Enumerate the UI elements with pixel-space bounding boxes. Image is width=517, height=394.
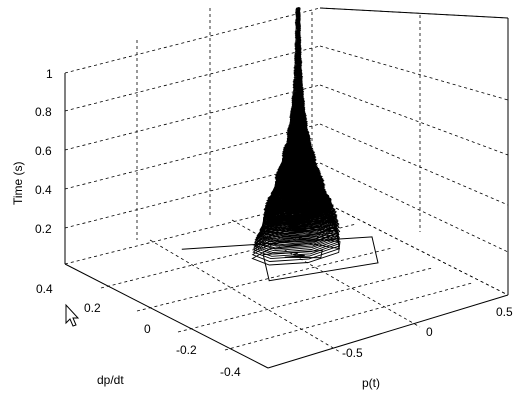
y-tick-0.4: 0.4 [36,282,53,296]
axes-frame [64,7,509,369]
mouse-pointer-icon [65,303,80,327]
x-tick-neg0.5: -0.5 [342,346,363,360]
trajectory-spiral-path [251,7,341,266]
x-tick-0: 0 [426,325,433,339]
z-axis-label: Time (s) [11,161,25,205]
y-tick-neg0.2: -0.2 [176,343,197,357]
z-tick-0.2: 0.2 [35,222,52,236]
z-tick-1: 1 [46,67,53,81]
trajectory-outer-path [181,236,379,282]
y-tick-neg0.4: -0.4 [220,365,241,379]
x-tick-0.5: 0.5 [496,305,513,319]
y-tick-0: 0 [144,322,151,336]
z-tick-0.6: 0.6 [35,144,52,158]
z-tick-0.8: 0.8 [35,105,52,119]
z-tick-0.4: 0.4 [35,183,52,197]
x-axis-label: p(t) [362,376,380,390]
trajectory-series [181,7,379,282]
y-axis-label: dp/dt [97,373,124,387]
y-tick-0.2: 0.2 [84,301,101,315]
